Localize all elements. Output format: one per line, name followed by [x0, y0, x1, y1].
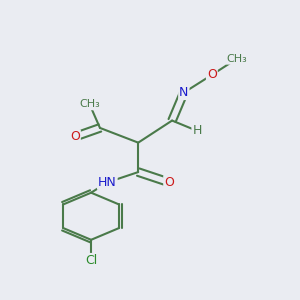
Text: Cl: Cl — [85, 254, 97, 267]
Text: CH₃: CH₃ — [79, 99, 100, 110]
Text: CH₃: CH₃ — [226, 54, 247, 64]
Text: N: N — [179, 86, 188, 99]
Text: H: H — [192, 124, 202, 137]
Text: O: O — [207, 68, 217, 81]
Text: HN: HN — [98, 176, 117, 189]
Text: O: O — [164, 176, 174, 189]
Text: O: O — [70, 130, 80, 143]
